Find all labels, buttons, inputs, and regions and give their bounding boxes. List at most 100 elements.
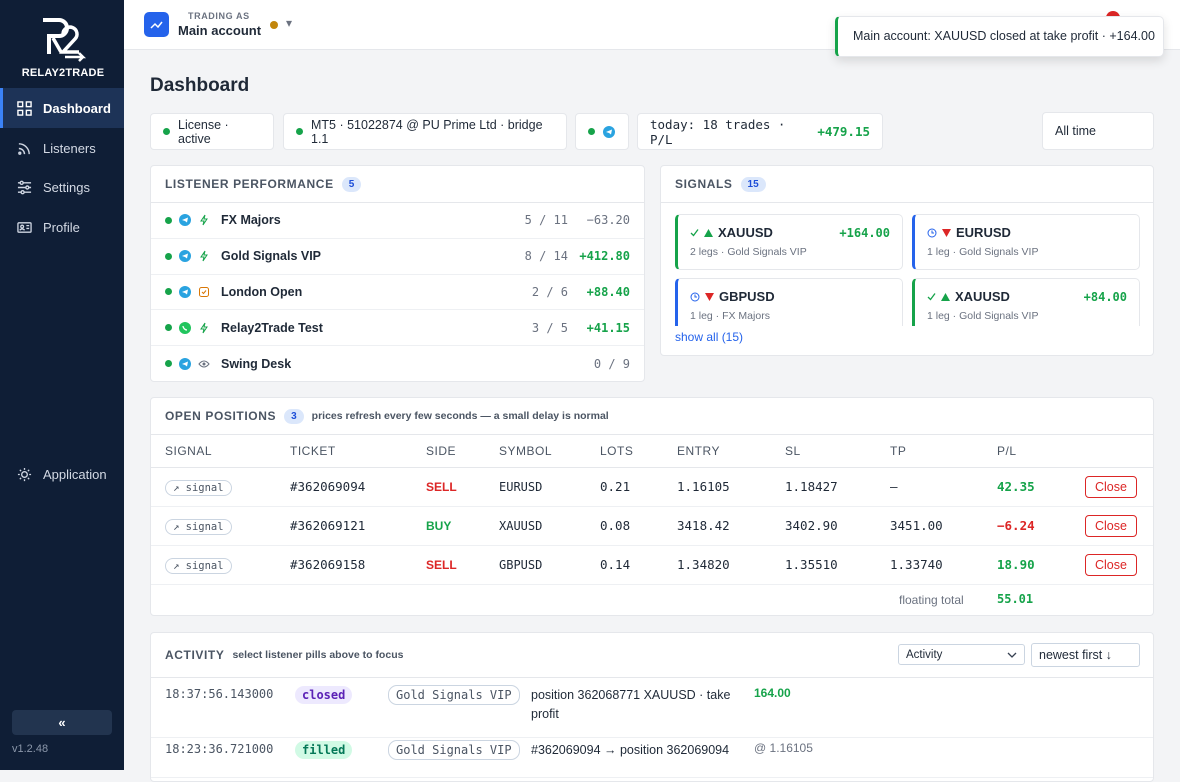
signal-tag[interactable]: ↗ signal [165, 518, 232, 535]
listener-name: London Open [221, 284, 303, 299]
status-dot [165, 324, 172, 332]
signal-meta: 1 leg · Gold Signals VIP [927, 246, 1039, 258]
activity-text: position 362068771 XAUUSD · take profit [531, 688, 731, 721]
listener-pl: +412.80 [579, 249, 630, 264]
activity-time: 18:23:36.721000 [165, 742, 274, 756]
signal-head: GBPUSD [690, 289, 890, 304]
activity-listener[interactable]: Gold Signals VIP [388, 685, 520, 705]
signal-pl: +84.00 [1083, 290, 1127, 304]
signal-tag[interactable]: ↗ signal [165, 479, 232, 496]
account-caret[interactable]: ▾ [286, 16, 293, 30]
cell: SELL [426, 545, 499, 585]
status-dot [165, 252, 172, 260]
panel-title: ACTIVITY [165, 648, 225, 662]
collapse-button[interactable]: « [12, 710, 112, 735]
signal-card[interactable]: EURUSD 1 leg · Gold Signals VIP [912, 214, 1140, 270]
position-row: ↗ signal #362069121 BUY XAUUSD 0.08 3418.42 34… [151, 506, 1153, 546]
cell: 1.35510 [785, 545, 890, 585]
signal-head: XAUUSD [690, 225, 890, 240]
up-arrow [704, 229, 713, 237]
nav-item[interactable]: Settings [0, 167, 124, 207]
side: SELL [426, 479, 457, 494]
cell: 42.35 [997, 467, 1085, 507]
down-arrow [942, 229, 951, 237]
account-name[interactable]: Main account [178, 23, 262, 38]
activity-status: filled [295, 741, 353, 759]
listener-row[interactable]: Swing Desk 0 / 9 [151, 346, 644, 381]
signal-card[interactable]: XAUUSD 2 legs · Gold Signals VIP +164.00 [675, 214, 903, 270]
listener-row[interactable]: Gold Signals VIP 8 / 14 +412.80 [151, 239, 644, 275]
panel-title: OPEN POSITIONS [165, 409, 277, 423]
activity-filter[interactable]: Activity [898, 644, 1025, 665]
cell: Close [1085, 467, 1153, 507]
listener-performance: LISTENER PERFORMANCE 5 FX Majors 5 / 11 −63… [150, 165, 645, 382]
cell: GBPUSD [499, 545, 600, 585]
cell: 18.90 [997, 545, 1085, 585]
watch-icon [198, 360, 210, 368]
nav-label: Listeners [43, 140, 96, 156]
activity-row: 18:23:36.721000 filled Gold Signals VIP #36… [151, 738, 1153, 778]
signal-symbol: XAUUSD [718, 225, 773, 240]
column-header: SIGNAL [151, 435, 290, 468]
cell: −6.24 [997, 506, 1085, 546]
listener-pl: +41.15 [586, 320, 630, 335]
open-positions: OPEN POSITIONS 3 prices refresh every few … [150, 397, 1154, 616]
signal-meta: 2 legs · Gold Signals VIP [690, 246, 807, 258]
listener-name: Gold Signals VIP [221, 249, 322, 264]
listener-name: FX Majors [221, 213, 281, 228]
column-header: P/L [997, 435, 1085, 468]
nav-item[interactable]: Application [0, 454, 124, 494]
telegram-icon [179, 357, 191, 370]
mt5-text: MT5 · 51022874 @ PU Prime Ltd · bridge 1… [311, 117, 543, 146]
telegram-icon [179, 285, 191, 298]
close-button[interactable]: Close [1085, 514, 1137, 537]
listener-ratio: 8 / 14 [524, 249, 568, 264]
signal-card[interactable]: XAUUSD 1 leg · Gold Signals VIP +84.00 [912, 278, 1140, 326]
nav-item[interactable]: Profile [0, 207, 124, 247]
close-button[interactable]: Close [1085, 553, 1137, 576]
close-button[interactable]: Close [1085, 475, 1137, 498]
position-row: ↗ signal #362069158 SELL GBPUSD 0.14 1.34820 1… [151, 545, 1153, 585]
table-body: ↗ signal #362069094 SELL EURUSD 0.21 1.16105 1… [151, 467, 1153, 585]
ticket: #362069121 [290, 518, 366, 533]
signal-card[interactable]: GBPUSD 1 leg · FX Majors [675, 278, 903, 326]
tp: – [890, 479, 898, 494]
auto-icon [200, 215, 208, 226]
trading-as-label: TRADING AS [188, 11, 250, 21]
ticket: #362069094 [290, 479, 366, 494]
toast[interactable]: Main account: XAUUSD closed at take prof… [835, 16, 1164, 57]
cell: #362069158 [290, 545, 426, 585]
listener-row[interactable]: FX Majors 5 / 11 −63.20 [151, 203, 644, 239]
show-all-link[interactable]: show all (15) [675, 330, 744, 344]
nav-item[interactable]: Listeners [0, 128, 124, 168]
activity-listener[interactable]: Gold Signals VIP [388, 740, 520, 760]
panel-header: OPEN POSITIONS 3 prices refresh every few … [151, 398, 1153, 435]
range-text: All time [1055, 124, 1096, 138]
signal-tag[interactable]: ↗ signal [165, 557, 232, 574]
range-select[interactable]: All time [1042, 112, 1154, 150]
signal-meta: 1 leg · FX Majors [690, 310, 770, 322]
icon [17, 100, 32, 116]
sort-button[interactable]: newest first ↓ [1031, 643, 1140, 667]
license-pill: License · active [150, 113, 274, 150]
panel-note: prices refresh every few seconds — a sma… [311, 410, 609, 422]
nav-item[interactable]: Dashboard [0, 88, 124, 128]
cell: 1.16105 [677, 467, 785, 507]
listener-row[interactable]: London Open 2 / 6 +88.40 [151, 275, 644, 311]
panel-header: LISTENER PERFORMANCE 5 [151, 166, 644, 203]
count-badge: 15 [740, 176, 766, 192]
listener-row[interactable]: Relay2Trade Test 3 / 5 +41.15 [151, 310, 644, 347]
column-header: ENTRY [677, 435, 785, 468]
account-icon[interactable] [144, 12, 169, 37]
status-dot [165, 360, 172, 368]
panel-title: SIGNALS [675, 177, 733, 191]
cell: Close [1085, 506, 1153, 546]
icon [150, 21, 163, 29]
status-dot [588, 128, 595, 135]
cell: #362069094 [290, 467, 426, 507]
telegram-icon [603, 125, 615, 138]
status-dot [165, 288, 172, 296]
floating-total: floating total 55.01 [151, 584, 1153, 615]
sl: 3402.90 [785, 518, 838, 533]
table-header: SIGNAL TICKET SIDE SYMBOL LOTS ENTRY SL TP P/L [151, 435, 1153, 468]
